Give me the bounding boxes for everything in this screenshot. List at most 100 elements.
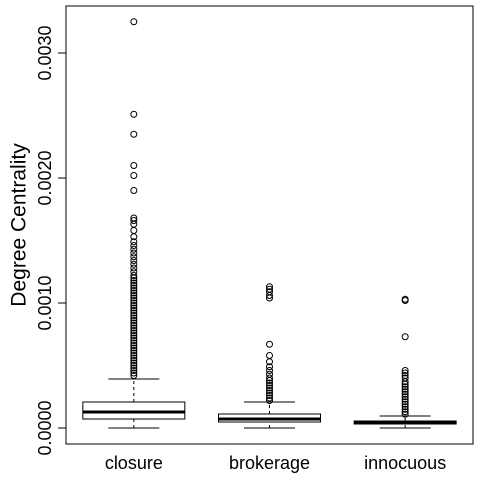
- outlier: [130, 287, 138, 294]
- outlier: [130, 130, 138, 138]
- outlier: [130, 334, 138, 342]
- outlier: [130, 347, 138, 354]
- outlier: [401, 405, 409, 413]
- outlier: [266, 374, 273, 382]
- outlier: [401, 403, 409, 411]
- outlier: [130, 227, 138, 234]
- outlier: [130, 327, 138, 334]
- outlier: [130, 319, 138, 327]
- outlier: [130, 342, 138, 349]
- outlier: [130, 352, 138, 359]
- outlier: [130, 307, 138, 314]
- outlier: [401, 380, 409, 388]
- outlier: [266, 387, 273, 394]
- outlier: [401, 378, 409, 386]
- outlier: [130, 302, 138, 309]
- outlier: [266, 283, 273, 291]
- outlier: [130, 242, 138, 249]
- outlier: [130, 364, 138, 372]
- outlier: [130, 279, 138, 287]
- outlier: [130, 272, 138, 279]
- outlier: [266, 394, 273, 402]
- outlier: [401, 388, 409, 396]
- x-tick-label: innocuous: [364, 453, 446, 473]
- x-tick-label: brokerage: [229, 453, 310, 473]
- outlier: [130, 332, 138, 339]
- outlier: [130, 294, 138, 302]
- outlier: [130, 317, 138, 324]
- outlier: [130, 367, 138, 374]
- outlier: [130, 309, 138, 317]
- outlier: [130, 18, 138, 26]
- outlier: [130, 339, 138, 347]
- y-tick-label: 0.0000: [35, 400, 55, 455]
- outlier: [130, 245, 138, 253]
- outlier: [401, 385, 409, 393]
- outlier: [401, 297, 409, 304]
- outlier: [266, 367, 273, 374]
- outlier: [130, 359, 138, 367]
- outlier: [401, 408, 409, 416]
- outlier: [401, 390, 409, 398]
- outlier: [130, 277, 138, 284]
- outlier: [130, 110, 138, 118]
- outlier: [130, 304, 138, 312]
- outlier: [401, 333, 409, 341]
- outlier: [130, 217, 138, 224]
- outlier: [130, 260, 138, 268]
- outlier: [130, 282, 138, 289]
- outlier: [266, 358, 273, 366]
- outlier: [130, 362, 138, 369]
- outlier: [401, 393, 409, 401]
- outlier: [130, 312, 138, 319]
- outlier: [130, 324, 138, 332]
- outlier: [266, 352, 273, 359]
- y-tick-label: 0.0030: [35, 25, 55, 80]
- outlier: [130, 297, 138, 304]
- outlier: [401, 383, 409, 391]
- outlier: [130, 299, 138, 307]
- outlier: [130, 172, 138, 179]
- outlier: [266, 384, 273, 392]
- outlier: [130, 354, 138, 362]
- outlier: [266, 389, 273, 397]
- outlier: [130, 289, 138, 297]
- outlier: [130, 264, 138, 272]
- outlier: [130, 314, 138, 322]
- outlier: [266, 392, 273, 399]
- outlier: [266, 340, 273, 348]
- plot-frame: [65, 5, 474, 445]
- outlier: [266, 397, 273, 404]
- outlier: [130, 220, 138, 228]
- outlier: [401, 410, 409, 418]
- outlier: [130, 337, 138, 344]
- outlier: [130, 233, 138, 241]
- outlier: [401, 369, 409, 377]
- outlier: [130, 344, 138, 352]
- outlier: [130, 253, 138, 261]
- outlier: [130, 284, 138, 292]
- outlier: [266, 292, 273, 299]
- outlier: [130, 187, 138, 194]
- outlier: [401, 398, 409, 406]
- y-axis-label: Degree Centrality: [8, 143, 31, 307]
- outlier: [266, 294, 273, 302]
- outlier: [401, 395, 409, 403]
- outlier: [266, 379, 273, 387]
- outlier: [266, 382, 273, 389]
- outlier: [130, 257, 138, 264]
- outlier: [130, 349, 138, 357]
- outlier: [130, 369, 138, 377]
- outlier: [130, 372, 138, 379]
- outlier: [130, 162, 138, 169]
- outlier: [266, 363, 273, 371]
- outlier: [130, 249, 138, 257]
- outlier: [130, 322, 138, 329]
- x-tick-label: closure: [105, 453, 163, 473]
- outlier: [266, 377, 273, 384]
- y-tick-label: 0.0020: [35, 150, 55, 205]
- outlier: [130, 274, 138, 282]
- outlier: [130, 329, 138, 337]
- outlier: [401, 400, 409, 408]
- y-tick-label: 0.0010: [35, 275, 55, 330]
